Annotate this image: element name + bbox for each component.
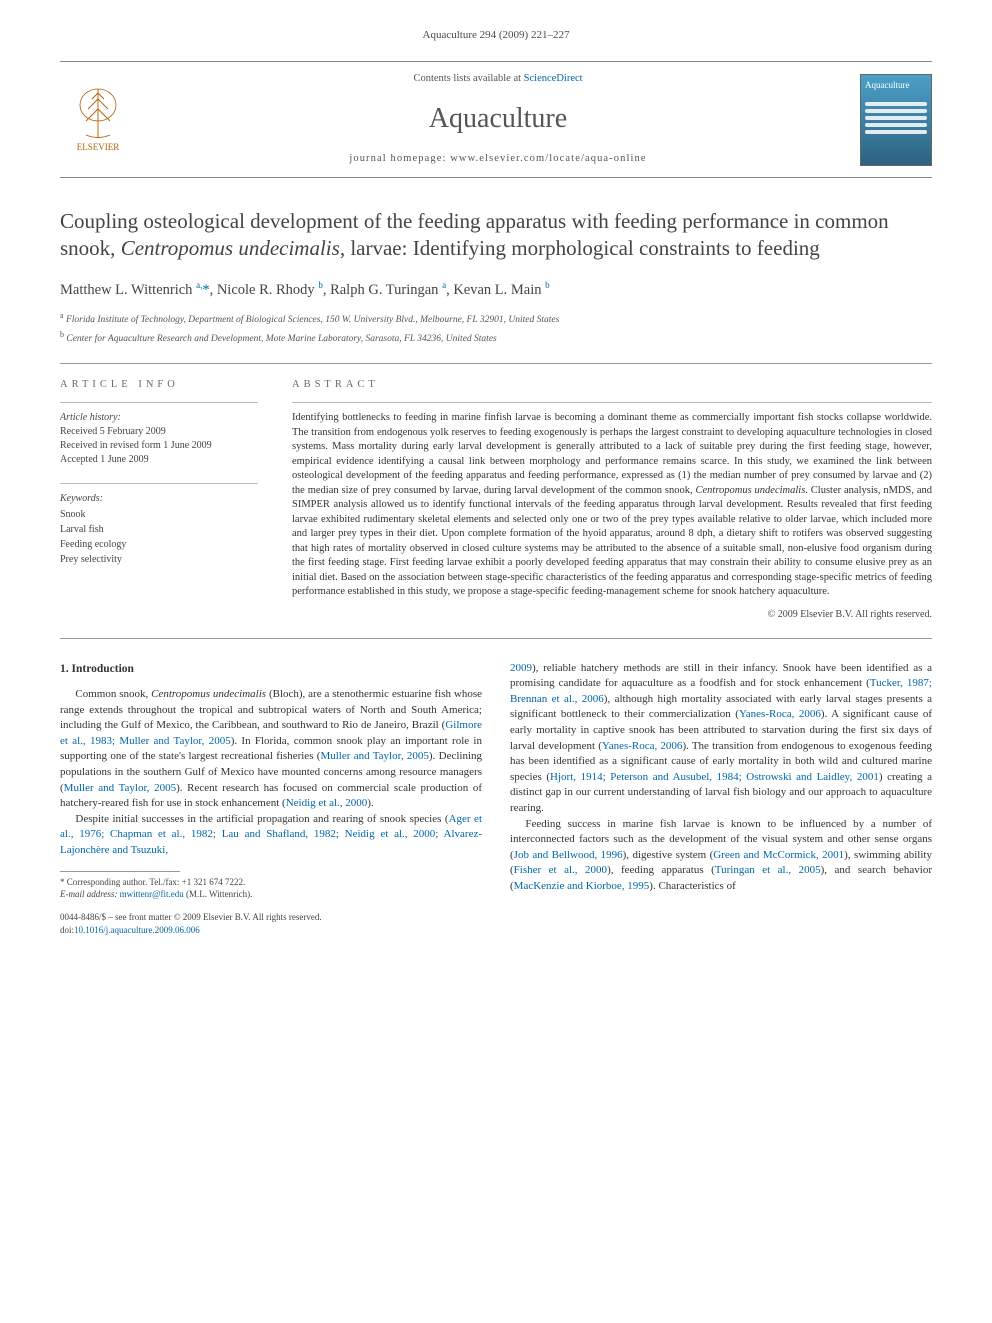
running-head: Aquaculture 294 (2009) 221–227	[60, 28, 932, 43]
history-label: Article history:	[60, 411, 258, 425]
journal-header-bar: ELSEVIER Contents lists available at Sci…	[60, 61, 932, 178]
email-line: E-mail address: mwittenr@fit.edu (M.L. W…	[60, 888, 482, 901]
author-list: Matthew L. Wittenrich a,*, Nicole R. Rho…	[60, 279, 932, 300]
ref-link[interactable]: Neidig et al., 2000	[286, 797, 368, 809]
ref-link[interactable]: Turingan et al., 2005	[715, 864, 821, 876]
doi-link[interactable]: 10.1016/j.aquaculture.2009.06.006	[74, 925, 200, 935]
intro-para-2-cont: 2009), reliable hatchery methods are sti…	[510, 661, 932, 817]
footnote-block: * Corresponding author. Tel./fax: +1 321…	[60, 871, 482, 902]
intro-para-1: Common snook, Centropomus undecimalis (B…	[60, 687, 482, 812]
intro-para-2: Despite initial successes in the artific…	[60, 812, 482, 859]
history-line: Received in revised form 1 June 2009	[60, 439, 258, 453]
cover-waves-icon	[865, 99, 927, 137]
contents-line: Contents lists available at ScienceDirec…	[152, 72, 844, 87]
journal-cover-thumbnail: Aquaculture	[860, 74, 932, 166]
ref-link[interactable]: Yanes-Roca, 2006	[602, 740, 683, 752]
affiliations: a Florida Institute of Technology, Depar…	[60, 310, 932, 347]
contents-prefix: Contents lists available at	[413, 73, 523, 84]
ref-link[interactable]: Yanes-Roca, 2006	[739, 708, 821, 720]
article-history: Article history: Received 5 February 200…	[60, 411, 258, 467]
keywords-label: Keywords:	[60, 492, 258, 506]
ref-link[interactable]: Job and Bellwood, 1996	[514, 849, 623, 861]
homepage-url: www.elsevier.com/locate/aqua-online	[450, 153, 646, 164]
divider-rule	[60, 363, 932, 364]
email-link[interactable]: mwittenr@fit.edu	[120, 889, 184, 899]
article-info-head: ARTICLE INFO	[60, 378, 258, 393]
title-species: Centropomus undecimalis	[121, 236, 340, 260]
section-heading-intro: 1. Introduction	[60, 661, 482, 677]
front-matter-line: 0044-8486/$ – see front matter © 2009 El…	[60, 911, 322, 924]
publisher-logo: ELSEVIER	[60, 77, 136, 163]
keywords-block: Keywords: Snook Larval fish Feeding ecol…	[60, 492, 258, 567]
journal-mid-block: Contents lists available at ScienceDirec…	[152, 72, 844, 167]
abstract-text: Identifying bottlenecks to feeding in ma…	[292, 411, 932, 599]
history-line: Accepted 1 June 2009	[60, 453, 258, 467]
article-info-grid: ARTICLE INFO Article history: Received 5…	[60, 378, 932, 622]
abstract-pre: Identifying bottlenecks to feeding in ma…	[292, 412, 932, 495]
corresponding-author-note: * Corresponding author. Tel./fax: +1 321…	[60, 876, 482, 889]
doi-line: doi:10.1016/j.aquaculture.2009.06.006	[60, 924, 322, 937]
footer-left: 0044-8486/$ – see front matter © 2009 El…	[60, 911, 322, 936]
journal-homepage-line: journal homepage: www.elsevier.com/locat…	[152, 152, 844, 167]
homepage-prefix: journal homepage:	[349, 153, 450, 164]
article-title: Coupling osteological development of the…	[60, 208, 932, 263]
affiliation-b: b Center for Aquaculture Research and De…	[60, 329, 932, 346]
publisher-name: ELSEVIER	[77, 141, 120, 154]
history-line: Received 5 February 2009	[60, 425, 258, 439]
keyword: Feeding ecology	[60, 538, 258, 552]
intro-para-3: Feeding success in marine fish larvae is…	[510, 817, 932, 895]
abstract-post: . Cluster analysis, nMDS, and SIMPER ana…	[292, 485, 932, 597]
divider-rule	[60, 638, 932, 639]
elsevier-tree-icon	[72, 85, 124, 141]
title-post: , larvae: Identifying morphological cons…	[340, 236, 820, 260]
body-two-column: 1. Introduction Common snook, Centropomu…	[60, 661, 932, 902]
journal-name: Aquaculture	[152, 99, 844, 138]
abstract-head: ABSTRACT	[292, 378, 932, 393]
sciencedirect-link[interactable]: ScienceDirect	[524, 73, 583, 84]
ref-link[interactable]: Green and McCormick, 2001	[713, 849, 844, 861]
abstract-species: Centropomus undecimalis	[695, 485, 805, 496]
keyword: Larval fish	[60, 523, 258, 537]
keyword: Prey selectivity	[60, 553, 258, 567]
ref-link[interactable]: Fisher et al., 2000	[514, 864, 607, 876]
article-info-left: ARTICLE INFO Article history: Received 5…	[60, 378, 258, 622]
ref-link[interactable]: MacKenzie and Kiorboe, 1995	[514, 880, 650, 892]
ref-link[interactable]: Muller and Taylor, 2005	[320, 750, 428, 762]
keyword: Snook	[60, 508, 258, 522]
page-footer: 0044-8486/$ – see front matter © 2009 El…	[60, 911, 932, 936]
copyright-line: © 2009 Elsevier B.V. All rights reserved…	[292, 608, 932, 622]
affiliation-a: a Florida Institute of Technology, Depar…	[60, 310, 932, 327]
ref-link[interactable]: Hjort, 1914; Peterson and Ausubel, 1984;…	[550, 771, 879, 783]
ref-link[interactable]: Muller and Taylor, 2005	[64, 782, 176, 794]
ref-link[interactable]: 2009	[510, 662, 532, 674]
cover-label: Aquaculture	[865, 79, 927, 92]
abstract-block: ABSTRACT Identifying bottlenecks to feed…	[292, 378, 932, 622]
